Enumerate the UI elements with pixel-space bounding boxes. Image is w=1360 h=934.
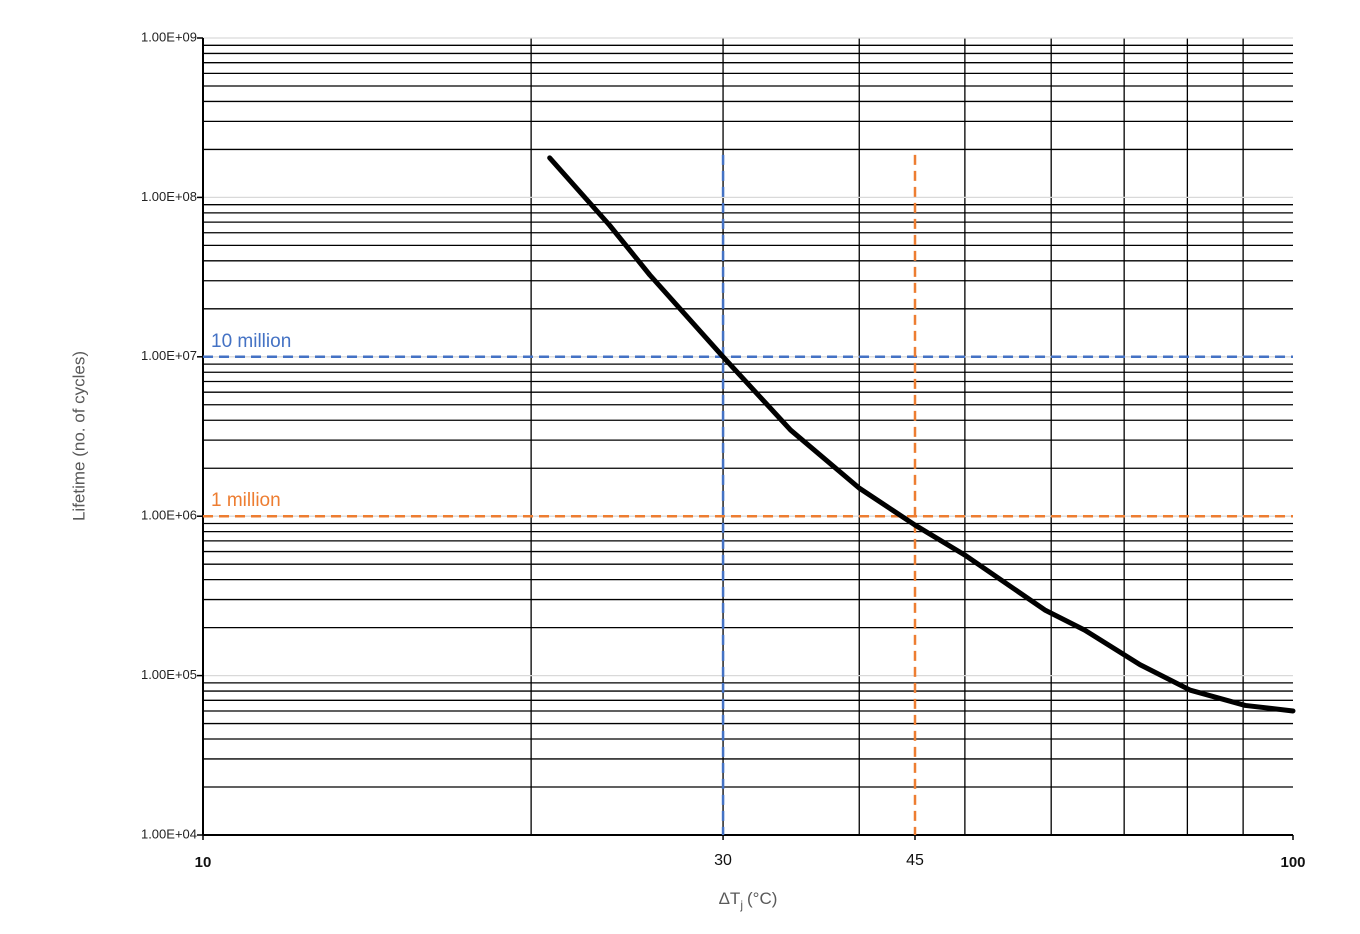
x-axis-label: ΔTj (°C) [719, 889, 778, 912]
y-tick-label: 1.00E+05 [141, 667, 197, 682]
y-tick-label: 1.00E+06 [141, 508, 197, 523]
x-tick-label: 100 [1280, 854, 1305, 871]
series-line [547, 155, 1296, 714]
y-tick-label: 1.00E+09 [141, 29, 197, 44]
x-label-unit: (°C) [747, 889, 777, 908]
reference-label: 1 million [211, 490, 281, 511]
y-tick-label: 1.00E+04 [141, 826, 197, 841]
reference-label: 10 million [211, 331, 291, 352]
y-tick-label: 1.00E+07 [141, 348, 197, 363]
x-label-main: ΔT [719, 889, 741, 908]
x-tick-label: 45 [906, 852, 924, 869]
x-tick-label: 30 [714, 852, 732, 869]
y-axis-label: Lifetime (no. of cycles) [69, 351, 88, 521]
x-tick-label: 10 [195, 854, 212, 871]
y-tick-label: 1.00E+08 [141, 189, 197, 204]
x-label-sub: j [739, 898, 743, 912]
